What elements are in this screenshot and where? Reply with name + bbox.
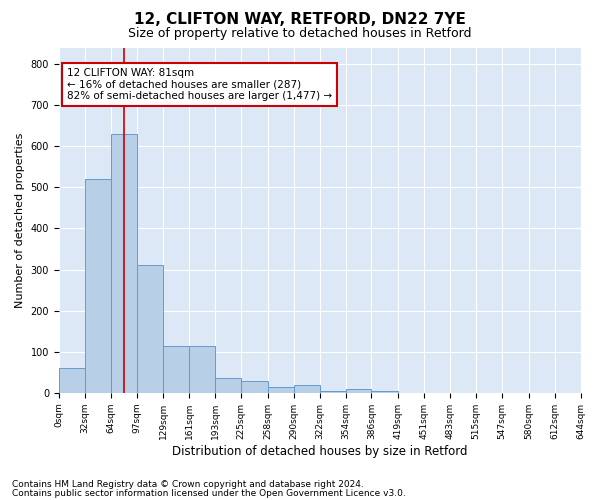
Bar: [294, 384, 320, 393]
Text: 12, CLIFTON WAY, RETFORD, DN22 7YE: 12, CLIFTON WAY, RETFORD, DN22 7YE: [134, 12, 466, 28]
X-axis label: Distribution of detached houses by size in Retford: Distribution of detached houses by size …: [172, 444, 467, 458]
Text: Contains public sector information licensed under the Open Government Licence v3: Contains public sector information licen…: [12, 490, 406, 498]
Bar: [320, 391, 346, 393]
Bar: [110, 134, 137, 393]
Bar: [189, 346, 215, 393]
Bar: [59, 368, 85, 393]
Text: Size of property relative to detached houses in Retford: Size of property relative to detached ho…: [128, 28, 472, 40]
Bar: [268, 386, 294, 393]
Bar: [137, 266, 163, 393]
Bar: [85, 179, 110, 393]
Text: Contains HM Land Registry data © Crown copyright and database right 2024.: Contains HM Land Registry data © Crown c…: [12, 480, 364, 489]
Bar: [371, 391, 398, 393]
Text: 12 CLIFTON WAY: 81sqm
← 16% of detached houses are smaller (287)
82% of semi-det: 12 CLIFTON WAY: 81sqm ← 16% of detached …: [67, 68, 332, 102]
Bar: [163, 346, 189, 393]
Bar: [215, 378, 241, 393]
Y-axis label: Number of detached properties: Number of detached properties: [15, 132, 25, 308]
Bar: [346, 388, 371, 393]
Bar: [241, 380, 268, 393]
